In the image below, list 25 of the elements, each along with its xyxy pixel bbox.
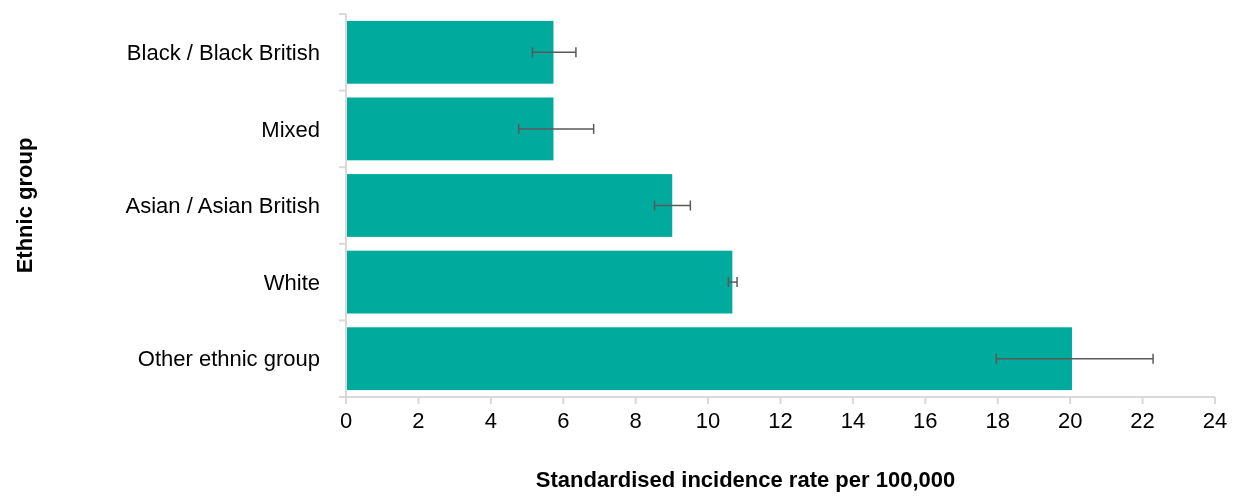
bar [346, 327, 1072, 391]
x-tick-label: 14 [840, 408, 866, 433]
y-tick-label: Asian / Asian British [125, 193, 320, 219]
bar [346, 20, 554, 84]
x-tick-label: 24 [1202, 408, 1228, 433]
y-axis-title: Ethnic group [12, 137, 37, 274]
x-tick-label: 12 [768, 408, 793, 433]
x-tick-label: 8 [629, 408, 642, 433]
y-tick-label: Mixed [261, 116, 320, 142]
x-tick-label: 16 [913, 408, 938, 433]
bar [346, 97, 554, 161]
bar [346, 250, 733, 314]
x-tick-label: 20 [1057, 408, 1083, 433]
x-tick-label: 0 [339, 408, 353, 433]
x-tick-label: 4 [484, 408, 497, 433]
y-tick-label: Other ethnic group [137, 346, 320, 372]
x-tick-label: 22 [1130, 408, 1155, 433]
x-tick-label: 10 [695, 408, 721, 433]
x-tick-label: 18 [985, 408, 1010, 433]
x-tick-label: 6 [557, 408, 570, 433]
x-axis-title: Standardised incidence rate per 100,000 [535, 467, 956, 492]
bar [346, 174, 673, 237]
y-tick-label: Black / Black British [126, 40, 320, 65]
y-tick-label: White [263, 269, 320, 295]
x-tick-label: 2 [412, 408, 425, 433]
